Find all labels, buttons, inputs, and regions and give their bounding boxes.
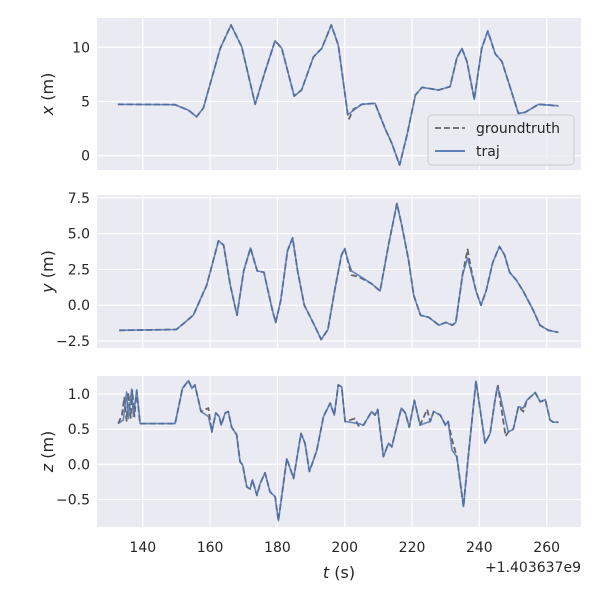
y-axis-label: x (m)	[38, 73, 57, 117]
series-traj	[117, 24, 559, 166]
y-axis-label: z (m)	[38, 431, 57, 474]
subplot-3: −0.5 0.0 0.5 1.0 z (m) 140 160 180 200 220 240 260 t…	[38, 376, 581, 582]
plot-background	[97, 376, 581, 527]
y-tick-label: 5.0	[68, 227, 90, 243]
y-tick-label: 0.5	[68, 422, 90, 438]
series-traj	[117, 379, 559, 522]
subplot-1: 0 5 10 x (m) groundtruth traj	[38, 18, 581, 170]
legend-label-traj: traj	[476, 144, 500, 160]
subplot-2: −2.5 0.0 2.5 5.0 7.5 y (m)	[38, 191, 581, 350]
series-traj	[119, 202, 559, 341]
y-tick-label: −2.5	[56, 334, 90, 350]
legend: groundtruth traj	[427, 114, 575, 166]
y-tick-label: 1.0	[68, 387, 90, 403]
y-tick-label: 5	[81, 94, 90, 110]
x-axis-label-var: t	[323, 563, 330, 582]
x-tick-label: 260	[533, 540, 560, 556]
x-tick-label: 140	[129, 540, 156, 556]
x-tick-label: 220	[399, 540, 426, 556]
x-axis-label: t (s)	[323, 563, 355, 582]
x-tick-label: 200	[331, 540, 358, 556]
y-axis-label-unit: (m)	[38, 250, 57, 283]
y-tick-label: 0	[81, 149, 90, 165]
x-tick-label: 180	[264, 540, 291, 556]
y-axis-label: y (m)	[38, 250, 57, 294]
x-tick-label: 160	[197, 540, 224, 556]
y-axis-label-var: z	[38, 463, 57, 473]
y-tick-label: −0.5	[56, 493, 90, 509]
y-axis-label-unit: (m)	[38, 73, 57, 106]
y-axis-label-var: y	[38, 283, 57, 294]
y-axis-label-var: x	[38, 105, 57, 116]
legend-label-groundtruth: groundtruth	[476, 121, 560, 137]
y-axis-label-unit: (m)	[38, 431, 57, 464]
x-tick-label: 240	[466, 540, 493, 556]
y-tick-label: 2.5	[68, 262, 90, 278]
y-tick-label: 7.5	[68, 191, 90, 207]
x-offset-text: +1.403637e9	[485, 560, 581, 576]
x-axis-label-unit: (s)	[329, 563, 355, 582]
y-tick-label: 0.0	[68, 298, 90, 314]
y-tick-label: 10	[72, 40, 90, 56]
y-tick-label: 0.0	[68, 457, 90, 473]
